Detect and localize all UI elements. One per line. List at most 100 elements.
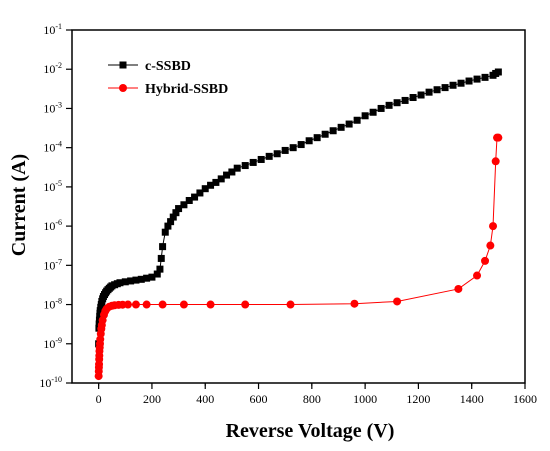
data-point-c-ssbd (297, 141, 305, 149)
data-point-hybrid-ssbd (350, 299, 359, 308)
y-tick-exponent: -3 (55, 100, 62, 109)
data-point-hybrid-ssbd (131, 300, 140, 309)
y-tick-exponent: -6 (55, 218, 62, 227)
data-point-c-ssbd (249, 158, 257, 166)
data-point-c-ssbd (116, 279, 124, 287)
x-tick-label: 800 (303, 392, 321, 406)
data-point-c-ssbd (241, 162, 249, 170)
data-point-c-ssbd (132, 276, 140, 284)
data-point-c-ssbd (385, 101, 393, 109)
y-tick-base: 10 (43, 298, 55, 312)
data-point-c-ssbd (185, 196, 193, 204)
data-point-c-ssbd (196, 189, 204, 197)
data-point-c-ssbd (393, 99, 401, 107)
data-point-c-ssbd (161, 228, 169, 236)
data-point-c-ssbd (201, 185, 209, 193)
data-point-c-ssbd (289, 144, 297, 152)
data-point-hybrid-ssbd (393, 297, 402, 306)
data-point-c-ssbd (143, 274, 151, 282)
y-tick-label: 10-10 (39, 375, 62, 390)
data-point-hybrid-ssbd (206, 300, 215, 309)
data-point-hybrid-ssbd (286, 300, 295, 309)
x-tick-label: 0 (96, 392, 102, 406)
x-tick-label: 1600 (513, 392, 537, 406)
data-point-hybrid-ssbd (179, 300, 188, 309)
y-tick-exponent: -9 (55, 336, 62, 345)
data-point-c-ssbd (156, 265, 164, 273)
x-axis-title: Reverse Voltage (V) (226, 420, 395, 442)
data-point-c-ssbd (169, 213, 177, 221)
data-point-c-ssbd (313, 134, 321, 142)
data-point-c-ssbd (121, 278, 129, 286)
data-point-c-ssbd (305, 137, 313, 145)
data-point-c-ssbd (137, 275, 145, 283)
legend-label: Hybrid-SSBD (145, 82, 228, 97)
data-point-hybrid-ssbd (494, 133, 503, 142)
y-tick-label: 10-3 (43, 100, 62, 115)
data-point-c-ssbd (337, 123, 345, 131)
x-tick-label: 1400 (460, 392, 484, 406)
y-tick-exponent: -2 (55, 61, 62, 70)
data-point-c-ssbd (417, 91, 425, 99)
data-point-c-ssbd (481, 73, 489, 81)
y-tick-exponent: -8 (55, 297, 62, 306)
y-tick-base: 10 (43, 258, 55, 272)
data-point-hybrid-ssbd (454, 284, 463, 293)
data-point-c-ssbd (257, 155, 265, 163)
data-point-c-ssbd (281, 146, 289, 154)
data-point-c-ssbd (228, 168, 236, 176)
y-axis-title: Current (A) (8, 154, 30, 256)
data-point-c-ssbd (233, 164, 241, 172)
x-tick-label: 600 (250, 392, 268, 406)
data-point-c-ssbd (353, 116, 361, 124)
y-tick-exponent: -10 (51, 375, 62, 384)
data-point-c-ssbd (223, 171, 231, 179)
y-tick-label: 10-1 (43, 22, 62, 37)
data-point-c-ssbd (449, 81, 457, 89)
y-tick-label: 10-7 (43, 257, 62, 272)
legend-marker-square (119, 61, 127, 69)
data-point-c-ssbd (172, 209, 180, 217)
y-tick-label: 10-4 (43, 140, 62, 155)
data-point-c-ssbd (191, 193, 199, 201)
data-point-c-ssbd (361, 112, 369, 120)
data-point-c-ssbd (321, 130, 329, 138)
data-point-hybrid-ssbd (158, 300, 167, 309)
data-point-c-ssbd (164, 222, 172, 230)
data-point-hybrid-ssbd (491, 157, 500, 166)
y-tick-base: 10 (39, 376, 51, 390)
data-point-c-ssbd (457, 79, 465, 87)
y-tick-base: 10 (43, 23, 55, 37)
y-tick-exponent: -5 (55, 179, 62, 188)
data-point-c-ssbd (425, 88, 433, 96)
data-point-c-ssbd (473, 75, 481, 83)
data-point-hybrid-ssbd (481, 256, 490, 265)
y-tick-base: 10 (43, 101, 55, 115)
data-point-c-ssbd (409, 94, 417, 102)
x-tick-label: 200 (143, 392, 161, 406)
y-tick-base: 10 (43, 180, 55, 194)
data-point-c-ssbd (377, 104, 385, 112)
data-point-c-ssbd (180, 201, 188, 209)
data-point-c-ssbd (329, 127, 337, 135)
data-point-c-ssbd (494, 68, 502, 76)
data-point-c-ssbd (369, 108, 377, 116)
y-tick-base: 10 (43, 337, 55, 351)
data-point-c-ssbd (127, 277, 135, 285)
legend-label: c-SSBD (145, 59, 191, 74)
y-tick-label: 10-5 (43, 179, 62, 194)
plot-border (71, 29, 526, 384)
y-tick-exponent: -1 (55, 22, 62, 31)
x-tick-label: 400 (196, 392, 214, 406)
x-tick-label: 1000 (353, 392, 377, 406)
data-point-c-ssbd (159, 243, 167, 251)
y-tick-label: 10-2 (43, 61, 62, 76)
data-point-c-ssbd (345, 120, 353, 128)
data-point-hybrid-ssbd (489, 222, 498, 231)
y-tick-base: 10 (43, 141, 55, 155)
y-tick-label: 10-9 (43, 336, 62, 351)
series-lines (98, 71, 499, 377)
data-point-c-ssbd (273, 150, 281, 158)
